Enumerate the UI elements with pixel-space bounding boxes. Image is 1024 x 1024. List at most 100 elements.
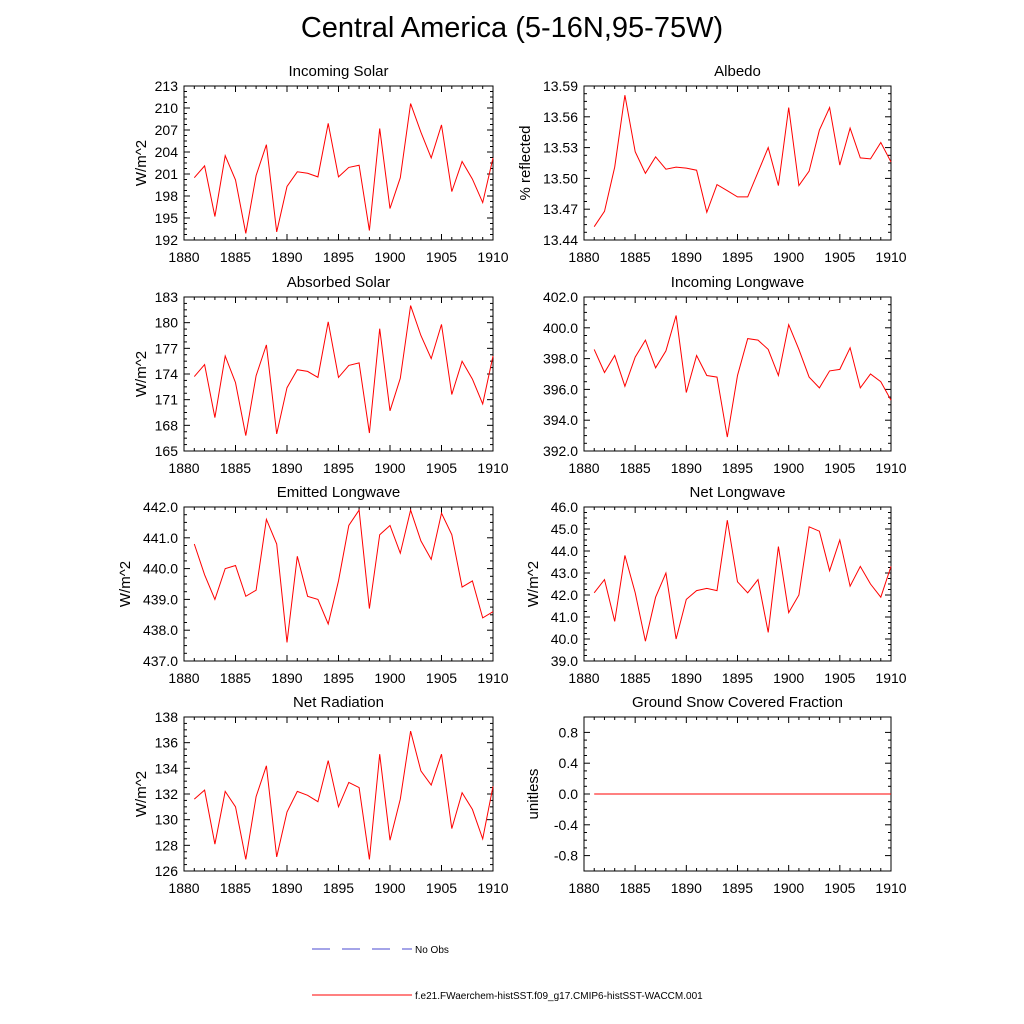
y-tick-label: 130 bbox=[155, 812, 179, 828]
x-tick-label: 1905 bbox=[426, 670, 457, 686]
y-tick-label: 437.0 bbox=[143, 653, 178, 669]
y-tick-label: 43.0 bbox=[551, 565, 578, 581]
y-tick-label: 192 bbox=[155, 232, 179, 248]
x-tick-label: 1895 bbox=[722, 460, 753, 476]
y-tick-label: 207 bbox=[155, 122, 179, 138]
y-tick-label: 13.56 bbox=[543, 109, 578, 125]
x-tick-label: 1900 bbox=[374, 249, 405, 265]
plot-frame bbox=[583, 506, 892, 662]
y-tick-label: 0.4 bbox=[559, 755, 579, 771]
y-axis-label: % reflected bbox=[517, 125, 534, 200]
y-tick-label: -0.4 bbox=[554, 817, 578, 833]
x-tick-label: 1905 bbox=[426, 249, 457, 265]
legend-obs-label: No Obs bbox=[415, 945, 449, 956]
chart-panel-2: 1880 1885 1890 1895 1900 1905 1910 13.44 13.47 13… bbox=[517, 63, 907, 265]
y-tick-label: 44.0 bbox=[551, 543, 578, 559]
y-tick-label: 441.0 bbox=[143, 530, 178, 546]
y-tick-label: 13.53 bbox=[543, 140, 578, 156]
panel-title: Absorbed Solar bbox=[287, 274, 390, 291]
x-tick-label: 1885 bbox=[220, 249, 251, 265]
x-tick-label: 1910 bbox=[875, 670, 906, 686]
y-tick-label: 183 bbox=[155, 289, 179, 305]
x-tick-label: 1885 bbox=[620, 880, 651, 896]
panel-title: Incoming Solar bbox=[288, 63, 388, 80]
y-tick-label: 213 bbox=[155, 78, 179, 94]
y-tick-label: 0.8 bbox=[559, 724, 579, 740]
y-tick-label: 398.0 bbox=[543, 351, 578, 367]
y-tick-label: 132 bbox=[155, 786, 179, 802]
x-tick-label: 1890 bbox=[671, 880, 702, 896]
series-line bbox=[593, 315, 892, 438]
y-tick-label: -0.8 bbox=[554, 848, 578, 864]
y-tick-label: 168 bbox=[155, 417, 179, 433]
x-tick-label: 1885 bbox=[220, 460, 251, 476]
x-tick-label: 1895 bbox=[323, 670, 354, 686]
x-tick-label: 1880 bbox=[168, 460, 199, 476]
x-tick-label: 1885 bbox=[220, 670, 251, 686]
x-tick-label: 1890 bbox=[671, 460, 702, 476]
y-tick-label: 201 bbox=[155, 166, 179, 182]
x-tick-label: 1900 bbox=[374, 880, 405, 896]
y-tick-label: 39.0 bbox=[551, 653, 578, 669]
x-tick-label: 1905 bbox=[426, 460, 457, 476]
x-tick-label: 1910 bbox=[875, 460, 906, 476]
y-tick-label: 13.50 bbox=[543, 170, 578, 186]
plot-frame bbox=[583, 85, 892, 241]
y-tick-label: 138 bbox=[155, 709, 179, 725]
chart-panel-7: 1880 1885 1890 1895 1900 1905 1910 126 128 130 132… bbox=[133, 694, 509, 896]
y-tick-label: 396.0 bbox=[543, 381, 578, 397]
y-tick-label: 394.0 bbox=[543, 412, 578, 428]
y-tick-label: 195 bbox=[155, 210, 179, 226]
panel-title: Emitted Longwave bbox=[277, 484, 400, 501]
x-tick-label: 1910 bbox=[875, 249, 906, 265]
x-tick-label: 1880 bbox=[568, 460, 599, 476]
series-line bbox=[193, 730, 494, 860]
panel-title: Albedo bbox=[714, 63, 761, 80]
x-tick-label: 1895 bbox=[323, 460, 354, 476]
y-tick-label: 126 bbox=[155, 863, 179, 879]
plot-frame bbox=[183, 296, 494, 452]
y-axis-label: W/m^2 bbox=[525, 561, 542, 607]
x-tick-label: 1880 bbox=[168, 670, 199, 686]
figure-title: Central America (5-16N,95-75W) bbox=[300, 12, 724, 44]
x-tick-label: 1890 bbox=[671, 249, 702, 265]
x-tick-label: 1880 bbox=[168, 249, 199, 265]
y-tick-label: 210 bbox=[155, 100, 179, 116]
series-line bbox=[193, 305, 494, 436]
y-axis-label: W/m^2 bbox=[117, 561, 134, 607]
x-tick-label: 1890 bbox=[271, 880, 302, 896]
x-tick-label: 1905 bbox=[426, 880, 457, 896]
y-tick-label: 440.0 bbox=[143, 561, 178, 577]
y-tick-label: 136 bbox=[155, 735, 179, 751]
panel-title: Incoming Longwave bbox=[671, 274, 804, 291]
y-tick-label: 0.0 bbox=[559, 786, 579, 802]
x-tick-label: 1895 bbox=[722, 670, 753, 686]
series-line bbox=[193, 103, 494, 234]
plot-frame bbox=[183, 85, 494, 241]
y-tick-label: 40.0 bbox=[551, 631, 578, 647]
y-tick-label: 13.44 bbox=[543, 232, 578, 248]
y-tick-label: 442.0 bbox=[143, 499, 178, 515]
y-axis-label: unitless bbox=[525, 769, 542, 820]
x-tick-label: 1890 bbox=[271, 249, 302, 265]
x-tick-label: 1885 bbox=[220, 880, 251, 896]
series-line bbox=[593, 520, 892, 642]
y-tick-label: 392.0 bbox=[543, 443, 578, 459]
x-tick-label: 1900 bbox=[773, 670, 804, 686]
x-tick-label: 1895 bbox=[323, 880, 354, 896]
y-tick-label: 46.0 bbox=[551, 499, 578, 515]
y-tick-label: 198 bbox=[155, 188, 179, 204]
panel-title: Net Radiation bbox=[293, 694, 384, 711]
x-tick-label: 1895 bbox=[323, 249, 354, 265]
y-tick-label: 165 bbox=[155, 443, 179, 459]
chart-panel-8: 1880 1885 1890 1895 1900 1905 1910 -0.8 -0.4 0.0 0… bbox=[525, 694, 907, 896]
x-tick-label: 1905 bbox=[824, 670, 855, 686]
panel-title: Net Longwave bbox=[690, 484, 786, 501]
y-tick-label: 128 bbox=[155, 837, 179, 853]
y-tick-label: 177 bbox=[155, 340, 179, 356]
x-tick-label: 1880 bbox=[568, 880, 599, 896]
y-axis-label: W/m^2 bbox=[133, 771, 150, 817]
y-tick-label: 171 bbox=[155, 392, 179, 408]
x-tick-label: 1910 bbox=[477, 460, 508, 476]
